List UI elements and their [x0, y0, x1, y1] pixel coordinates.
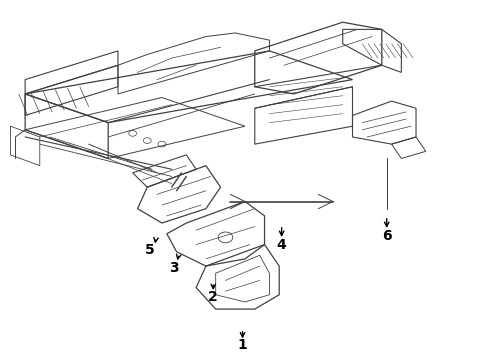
- Text: 5: 5: [145, 243, 155, 257]
- Text: 2: 2: [208, 289, 218, 303]
- Text: 3: 3: [170, 261, 179, 275]
- Text: 1: 1: [238, 338, 247, 352]
- Text: 4: 4: [277, 238, 287, 252]
- Text: 6: 6: [382, 229, 392, 243]
